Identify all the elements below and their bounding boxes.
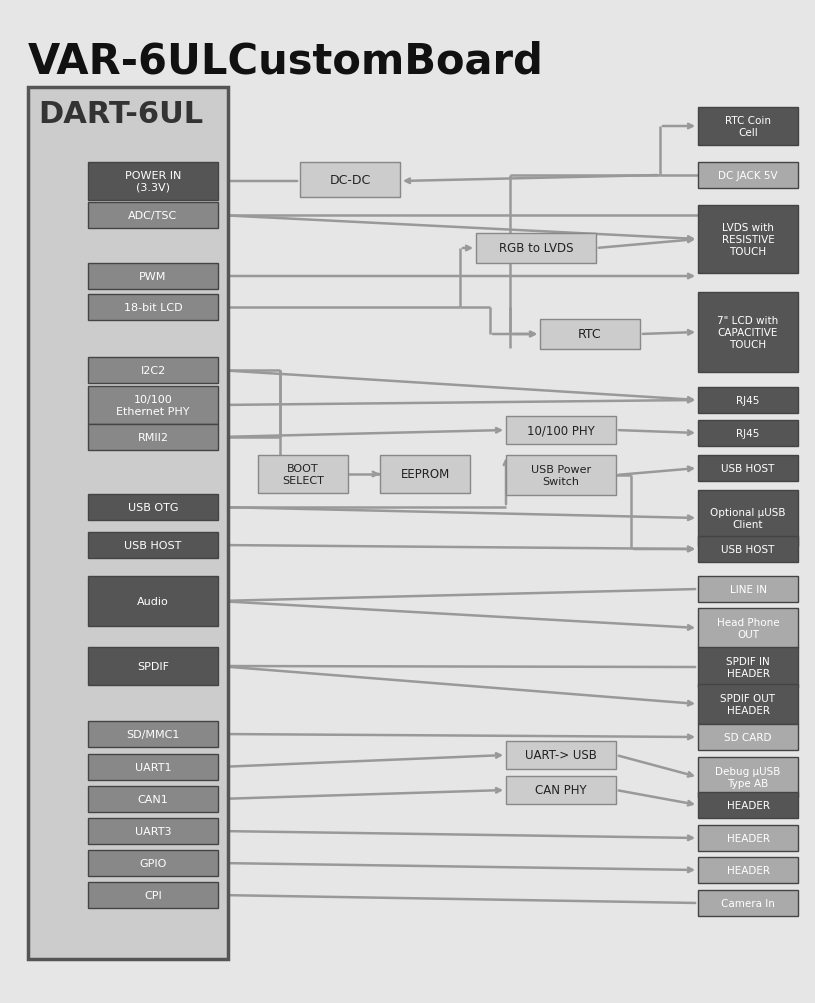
Text: RGB to LVDS: RGB to LVDS [499, 243, 573, 255]
Text: LVDS with
RESISTIVE
TOUCH: LVDS with RESISTIVE TOUCH [721, 223, 774, 257]
FancyBboxPatch shape [88, 494, 218, 521]
FancyBboxPatch shape [698, 724, 798, 750]
FancyBboxPatch shape [506, 455, 616, 495]
Text: HEADER: HEADER [726, 800, 769, 810]
Text: GPIO: GPIO [139, 859, 167, 869]
Text: Camera In: Camera In [721, 898, 775, 908]
FancyBboxPatch shape [88, 533, 218, 559]
Text: USB Power
Switch: USB Power Switch [531, 464, 591, 486]
Text: Optional μUSB
Client: Optional μUSB Client [710, 508, 786, 530]
FancyBboxPatch shape [88, 882, 218, 908]
FancyBboxPatch shape [380, 455, 470, 493]
Text: 7" LCD with
CAPACITIVE
TOUCH: 7" LCD with CAPACITIVE TOUCH [717, 316, 778, 350]
Text: Debug μUSB
Type AB: Debug μUSB Type AB [716, 766, 781, 788]
FancyBboxPatch shape [88, 851, 218, 877]
Text: PWM: PWM [139, 272, 167, 282]
Text: SPDIF IN
HEADER: SPDIF IN HEADER [726, 656, 770, 678]
FancyBboxPatch shape [88, 358, 218, 383]
FancyBboxPatch shape [88, 818, 218, 845]
Text: BOOT
SELECT: BOOT SELECT [282, 463, 324, 485]
FancyBboxPatch shape [698, 206, 798, 274]
FancyBboxPatch shape [698, 647, 798, 687]
Text: SPDIF OUT
HEADER: SPDIF OUT HEADER [720, 693, 776, 715]
Text: HEADER: HEADER [726, 833, 769, 844]
Text: 10/100
Ethernet PHY: 10/100 Ethernet PHY [117, 394, 190, 416]
Text: ADC/TSC: ADC/TSC [129, 211, 178, 221]
FancyBboxPatch shape [88, 786, 218, 812]
FancyBboxPatch shape [698, 757, 798, 797]
FancyBboxPatch shape [540, 320, 640, 350]
FancyBboxPatch shape [698, 858, 798, 883]
FancyBboxPatch shape [88, 386, 218, 424]
Text: HEADER: HEADER [726, 866, 769, 876]
FancyBboxPatch shape [88, 203, 218, 229]
FancyBboxPatch shape [300, 162, 400, 198]
Text: USB HOST: USB HOST [721, 463, 775, 473]
FancyBboxPatch shape [698, 537, 798, 563]
FancyBboxPatch shape [506, 741, 616, 769]
FancyBboxPatch shape [506, 416, 616, 444]
FancyBboxPatch shape [698, 609, 798, 648]
Text: POWER IN
(3.3V): POWER IN (3.3V) [125, 171, 181, 193]
FancyBboxPatch shape [506, 776, 616, 804]
Text: EEPROM: EEPROM [400, 468, 450, 481]
Text: UART1: UART1 [134, 762, 171, 772]
Text: DC-DC: DC-DC [329, 174, 371, 187]
Text: 18-bit LCD: 18-bit LCD [124, 303, 183, 313]
FancyBboxPatch shape [698, 108, 798, 145]
Text: DART-6UL: DART-6UL [38, 100, 203, 128]
Text: SPDIF: SPDIF [137, 661, 169, 671]
FancyBboxPatch shape [258, 455, 348, 493]
Text: Head Phone
OUT: Head Phone OUT [716, 618, 779, 639]
FancyBboxPatch shape [28, 88, 228, 959]
FancyBboxPatch shape [88, 424, 218, 450]
Text: VAR-6ULCustomBoard: VAR-6ULCustomBoard [28, 41, 544, 83]
Text: CPI: CPI [144, 890, 162, 900]
FancyBboxPatch shape [88, 721, 218, 747]
Text: USB OTG: USB OTG [128, 503, 178, 513]
FancyBboxPatch shape [698, 825, 798, 852]
FancyBboxPatch shape [88, 577, 218, 627]
Text: CAN PHY: CAN PHY [535, 783, 587, 796]
FancyBboxPatch shape [698, 684, 798, 724]
FancyBboxPatch shape [698, 792, 798, 818]
Text: LINE IN: LINE IN [729, 585, 766, 595]
FancyBboxPatch shape [476, 234, 596, 264]
FancyBboxPatch shape [698, 890, 798, 916]
Text: DC JACK 5V: DC JACK 5V [718, 171, 778, 181]
FancyBboxPatch shape [698, 162, 798, 189]
FancyBboxPatch shape [698, 490, 798, 547]
Text: CAN1: CAN1 [138, 794, 169, 804]
Text: USB HOST: USB HOST [721, 545, 775, 555]
Text: UART-> USB: UART-> USB [525, 749, 597, 761]
FancyBboxPatch shape [88, 754, 218, 780]
Text: I2C2: I2C2 [140, 366, 165, 376]
Text: RTC: RTC [578, 328, 601, 341]
FancyBboxPatch shape [698, 420, 798, 446]
Text: RTC Coin
Cell: RTC Coin Cell [725, 116, 771, 137]
Text: Audio: Audio [137, 597, 169, 607]
FancyBboxPatch shape [698, 577, 798, 603]
FancyBboxPatch shape [698, 387, 798, 413]
Text: RJ45: RJ45 [736, 428, 760, 438]
FancyBboxPatch shape [88, 264, 218, 290]
Text: 10/100 PHY: 10/100 PHY [527, 424, 595, 437]
Text: RJ45: RJ45 [736, 395, 760, 405]
FancyBboxPatch shape [88, 647, 218, 685]
Text: UART3: UART3 [134, 826, 171, 837]
FancyBboxPatch shape [88, 295, 218, 321]
Text: SD CARD: SD CARD [725, 732, 772, 742]
FancyBboxPatch shape [698, 455, 798, 481]
Text: RMII2: RMII2 [138, 432, 169, 442]
FancyBboxPatch shape [698, 293, 798, 373]
FancyBboxPatch shape [88, 162, 218, 201]
Text: USB HOST: USB HOST [125, 541, 182, 551]
Text: SD/MMC1: SD/MMC1 [126, 729, 179, 739]
